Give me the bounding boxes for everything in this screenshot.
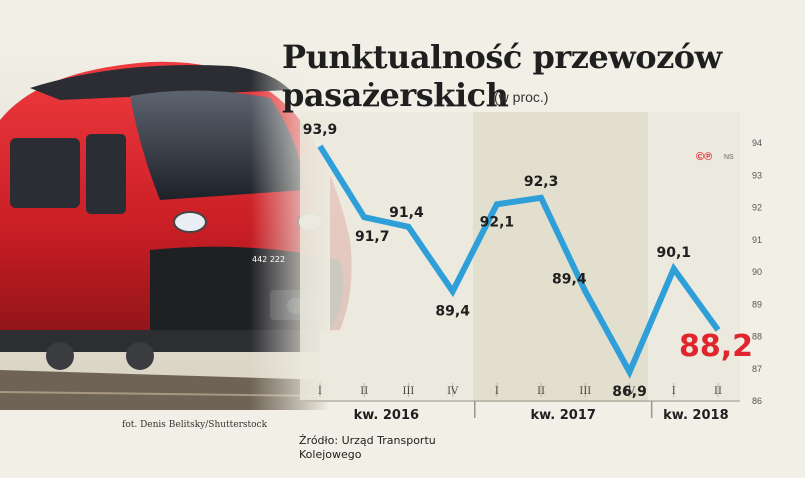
data-label: 92,3: [524, 174, 559, 190]
x-tick-label: I: [318, 386, 322, 397]
y-tick-label: 91: [752, 235, 762, 245]
data-label: 91,4: [389, 205, 424, 221]
series-line-layer: [317, 144, 721, 379]
x-tick-label: IV: [447, 386, 459, 397]
y-tick-label: 89: [752, 299, 762, 309]
copyright-badge: ©℗: [696, 151, 713, 163]
series-line: [317, 144, 721, 379]
data-label: 90,1: [657, 245, 692, 261]
data-label: 89,4: [435, 303, 470, 319]
x-tick-label: I: [672, 386, 676, 397]
data-labels-layer: 93,9 91,7 91,4 89,4 92,1 92,3 89,4 86,9 90,1 88,2: [303, 122, 753, 400]
group-label: kw. 2016: [354, 408, 419, 423]
train-photo: 442 222: [0, 40, 352, 410]
x-tick-label: III: [579, 386, 591, 397]
x-tick-label: III: [403, 386, 415, 397]
data-label: 91,7: [355, 229, 390, 245]
photo-credit: fot. Denis Belitsky/Shutterstock: [122, 420, 268, 430]
data-label: 89,4: [552, 271, 587, 287]
y-tick-label: 93: [752, 170, 762, 180]
chart-subtitle: (w proc.): [494, 89, 549, 105]
data-label: 92,1: [480, 214, 515, 230]
y-tick-label: 87: [752, 364, 762, 374]
data-label-highlight: 88,2: [679, 329, 753, 364]
group-label: kw. 2017: [530, 408, 595, 423]
group-label: kw. 2018: [663, 408, 728, 423]
x-tick-label: II: [714, 386, 722, 397]
y-tick-label: 92: [752, 203, 762, 213]
x-tick-label: II: [360, 386, 368, 397]
y-tick-label: 90: [752, 267, 762, 277]
data-label: 86,9: [612, 384, 647, 400]
y-tick-label: 86: [752, 396, 762, 406]
chart-title-line-2: pasażerskich: [282, 76, 509, 114]
x-tick-label: IV: [624, 386, 636, 397]
badge-suffix: NS: [724, 154, 734, 161]
x-tick-label: I: [495, 386, 499, 397]
y-axis: 86 87 88 89 90 91 92 93 94: [752, 138, 762, 406]
chart-title-line-1: Punktualność przewozów: [282, 38, 722, 76]
train-number: 442 222: [252, 255, 285, 264]
source-note: Źródło: Urząd Transportu Kolejowego: [299, 434, 436, 461]
y-tick-label: 94: [752, 138, 762, 148]
y-tick-label: 88: [752, 332, 762, 342]
x-tick-label: II: [537, 386, 545, 397]
data-label: 93,9: [303, 122, 338, 138]
